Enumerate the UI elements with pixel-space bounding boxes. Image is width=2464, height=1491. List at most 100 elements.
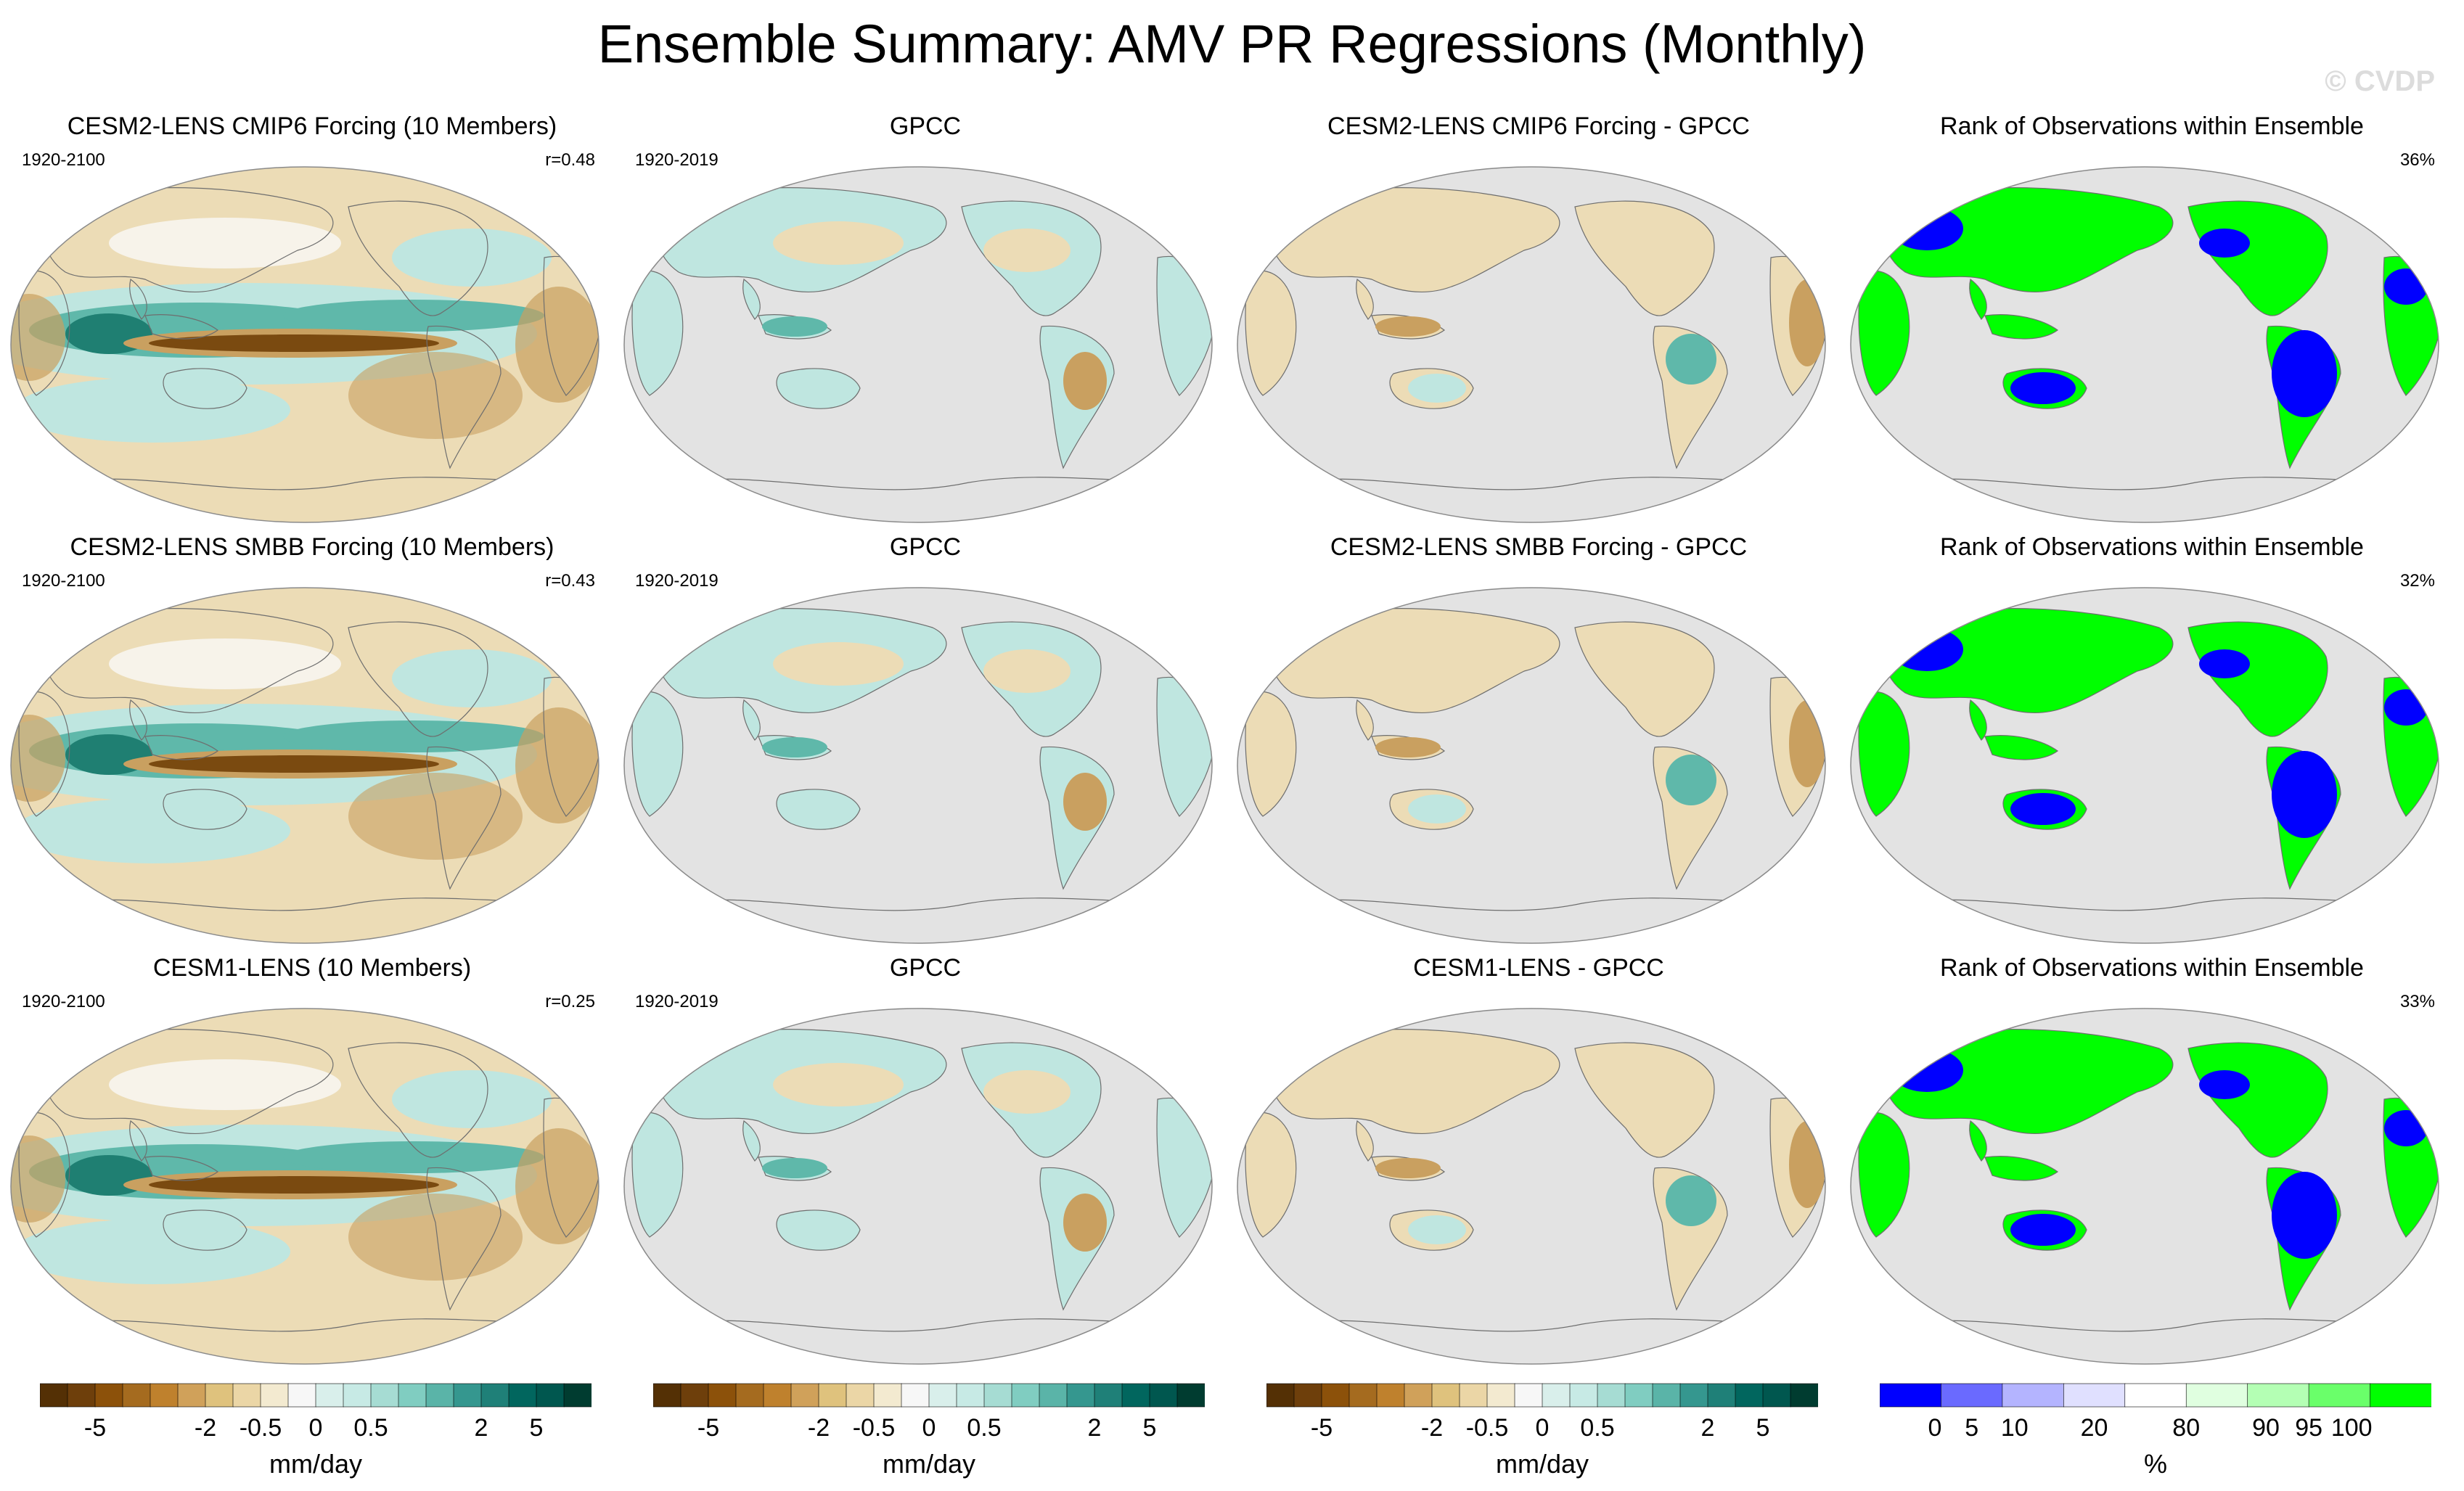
colorbar-swatch <box>1011 1383 1040 1408</box>
colorbar-swatch <box>287 1383 316 1408</box>
colorbar-tick-label: 5 <box>1756 1414 1770 1442</box>
colorbar-swatch <box>653 1383 682 1408</box>
map-panel-r3c4: Rank of Observations within Ensemble 33% <box>1847 954 2457 1368</box>
panel-stat: r=0.25 <box>545 992 595 1011</box>
panel-title: GPCC <box>889 954 962 982</box>
map-diff <box>1237 1008 1826 1365</box>
map-rank <box>1850 587 2439 944</box>
colorbar-swatch <box>2002 1383 2065 1408</box>
panel-years: 1920-2019 <box>635 571 719 591</box>
colorbar-tick-label: 0 <box>1928 1414 1942 1442</box>
panel-title: CESM1-LENS - GPCC <box>1413 954 1664 982</box>
map-panel-r3c3: CESM1-LENS - GPCC <box>1234 954 1843 1368</box>
colorbar-swatch <box>1652 1383 1681 1408</box>
panel-title: Rank of Observations within Ensemble <box>1940 112 2364 140</box>
colorbar-tick-label: 5 <box>529 1414 544 1442</box>
colorbar-swatch <box>763 1383 792 1408</box>
colorbar-swatch <box>232 1383 261 1408</box>
colorbar-swatch <box>928 1383 957 1408</box>
map-panel-r3c1: CESM1-LENS (10 Members) 1920-2100 r=0.25 <box>7 954 617 1368</box>
map-field <box>1237 167 1825 522</box>
colorbar-swatch <box>1149 1383 1178 1408</box>
panel-years: 1920-2019 <box>635 992 719 1011</box>
colorbar-swatch <box>708 1383 737 1408</box>
panel-title: CESM2-LENS CMIP6 Forcing - GPCC <box>1327 112 1750 140</box>
colorbar-tick-label: -2 <box>194 1414 217 1442</box>
colorbar-swatch <box>1431 1383 1460 1408</box>
panel-title: CESM1-LENS (10 Members) <box>152 954 472 982</box>
colorbar-swatch <box>2063 1383 2126 1408</box>
colorbar-swatch <box>983 1383 1012 1408</box>
colorbar-swatch <box>370 1383 399 1408</box>
colorbar-swatch <box>315 1383 344 1408</box>
colorbar-swatch <box>1569 1383 1598 1408</box>
map-panel-r1c2: GPCC 1920-2019 <box>621 112 1230 526</box>
colorbar-swatches <box>653 1383 1205 1408</box>
colorbar-tick-label: 0.5 <box>967 1414 1002 1442</box>
map-boundary <box>623 166 1213 523</box>
colorbar-swatches <box>40 1383 592 1408</box>
panel-title: CESM2-LENS SMBB Forcing - GPCC <box>1330 533 1748 561</box>
map-field <box>11 1009 599 1364</box>
colorbar-swatch <box>2308 1383 2371 1408</box>
colorbar-swatch <box>790 1383 819 1408</box>
panel-years: 1920-2100 <box>22 150 105 170</box>
colorbar-swatch <box>67 1383 96 1408</box>
colorbar-swatch <box>205 1383 234 1408</box>
colorbar-tick-label: 5 <box>1142 1414 1157 1442</box>
colorbar-swatch <box>2185 1383 2248 1408</box>
colorbar-swatch <box>873 1383 902 1408</box>
colorbar-swatch <box>480 1383 509 1408</box>
cvdp-watermark: © CVDP <box>2325 65 2435 97</box>
map-field <box>1851 167 2439 522</box>
map-model <box>10 587 599 944</box>
map-field <box>1851 588 2439 943</box>
colorbar-swatch <box>1514 1383 1543 1408</box>
map-field <box>1851 1009 2439 1364</box>
colorbar-tick-label: 2 <box>1700 1414 1715 1442</box>
colorbar-swatch <box>1597 1383 1626 1408</box>
colorbar-swatch <box>1321 1383 1350 1408</box>
colorbar-swatch <box>1376 1383 1405 1408</box>
panel-years: 1920-2100 <box>22 992 105 1011</box>
map-boundary <box>1237 166 1826 523</box>
colorbar-swatch <box>1348 1383 1378 1408</box>
colorbar-tick-label: -2 <box>1420 1414 1444 1442</box>
colorbar-swatch <box>1880 1383 1942 1408</box>
colorbar-swatch <box>177 1383 206 1408</box>
panel-stat: r=0.48 <box>545 150 595 170</box>
map-panel-r2c3: CESM2-LENS SMBB Forcing - GPCC <box>1234 533 1843 947</box>
colorbar-swatches <box>1880 1383 2431 1408</box>
colorbar-tick-label: 2 <box>474 1414 488 1442</box>
colorbar-swatch <box>1790 1383 1818 1408</box>
map-boundary <box>1237 1008 1826 1365</box>
map-rank <box>1850 1008 2439 1365</box>
colorbar-swatch <box>122 1383 151 1408</box>
map-boundary <box>10 166 599 523</box>
colorbar-swatch <box>398 1383 427 1408</box>
colorbar-swatch <box>1762 1383 1791 1408</box>
panel-years: 1920-2100 <box>22 571 105 591</box>
colorbar-swatch <box>1624 1383 1653 1408</box>
map-model <box>10 166 599 523</box>
colorbar-swatch <box>425 1383 454 1408</box>
colorbar-swatch <box>1176 1383 1205 1408</box>
map-field <box>624 1009 1212 1364</box>
panel-title: CESM2-LENS SMBB Forcing (10 Members) <box>70 533 554 561</box>
colorbar-tick-label: 10 <box>2000 1414 2029 1442</box>
colorbar-tick-label: -5 <box>1310 1414 1333 1442</box>
colorbar-tick-label: 5 <box>1965 1414 1979 1442</box>
colorbar-tick-label: 20 <box>2080 1414 2108 1442</box>
colorbar-swatch <box>1266 1383 1295 1408</box>
colorbar-swatch <box>2124 1383 2187 1408</box>
colorbar-col1: -5 -2 -0.5 0 0.5 2 5 mm/day <box>40 1382 592 1491</box>
colorbar-tick-label: 0 <box>1535 1414 1550 1442</box>
colorbar-tick-label: 0 <box>308 1414 323 1442</box>
map-boundary <box>623 587 1213 944</box>
colorbar-swatch <box>2247 1383 2309 1408</box>
map-boundary <box>1850 587 2439 944</box>
colorbar-tick-label: 100 <box>2330 1414 2373 1442</box>
colorbar-swatch <box>1707 1383 1736 1408</box>
map-field <box>1237 1009 1825 1364</box>
colorbar-swatch <box>150 1383 179 1408</box>
